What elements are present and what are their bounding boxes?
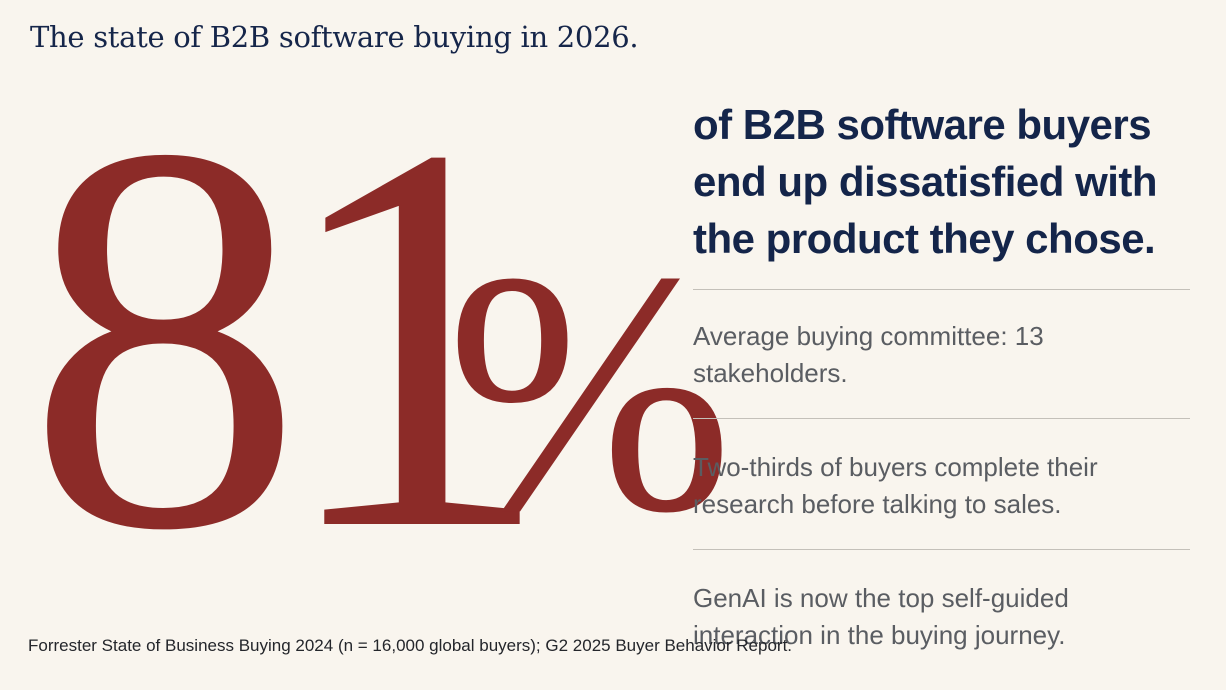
big-stat: 81 %	[26, 60, 733, 615]
fact-item-committee: Average buying committee: 13 stakeholder…	[693, 289, 1190, 418]
big-stat-percent-sign: %	[446, 201, 734, 583]
facts-column: of B2B software buyers end up dissatisfi…	[693, 96, 1190, 680]
big-stat-number: 81	[26, 30, 553, 645]
fact-item-genai: GenAI is now the top self-guided interac…	[693, 549, 1190, 680]
source-footnote: Forrester State of Business Buying 2024 …	[28, 636, 793, 655]
stat-headline: of B2B software buyers end up dissatisfi…	[693, 101, 1158, 262]
fact-item-research: Two-thirds of buyers complete their rese…	[693, 418, 1190, 549]
page-title: The state of B2B software buying in 2026…	[30, 20, 639, 54]
